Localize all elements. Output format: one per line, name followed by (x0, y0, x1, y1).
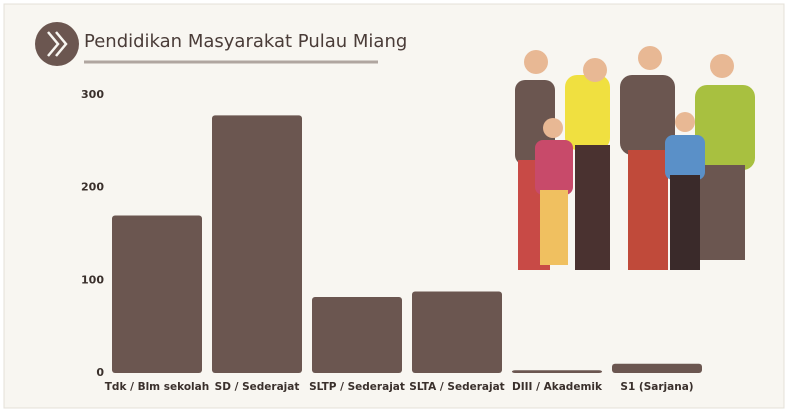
y-tick-label: 0 (96, 366, 104, 379)
x-tick-label: SLTP / Sederajat (309, 381, 405, 393)
title-icon-arrows (47, 31, 68, 57)
x-tick-label: SD / Sederajat (215, 381, 300, 393)
y-tick-label: 200 (81, 181, 104, 194)
y-tick-label: 300 (81, 88, 104, 101)
chart-title: Pendidikan Masyarakat Pulau Miang (84, 31, 407, 52)
x-tick-label: S1 (Sarjana) (620, 381, 693, 393)
bar (512, 370, 602, 373)
people-illustration (515, 46, 755, 270)
bar (312, 297, 402, 373)
bar (112, 215, 202, 373)
y-tick-label: 100 (81, 273, 104, 286)
x-tick-label: Tdk / Blm sekolah (105, 381, 209, 393)
bar (612, 363, 702, 373)
bar (212, 115, 302, 374)
x-tick-label: DIII / Akademik (512, 381, 603, 393)
bar (412, 291, 502, 373)
x-tick-label: SLTA / Sederajat (409, 381, 504, 393)
